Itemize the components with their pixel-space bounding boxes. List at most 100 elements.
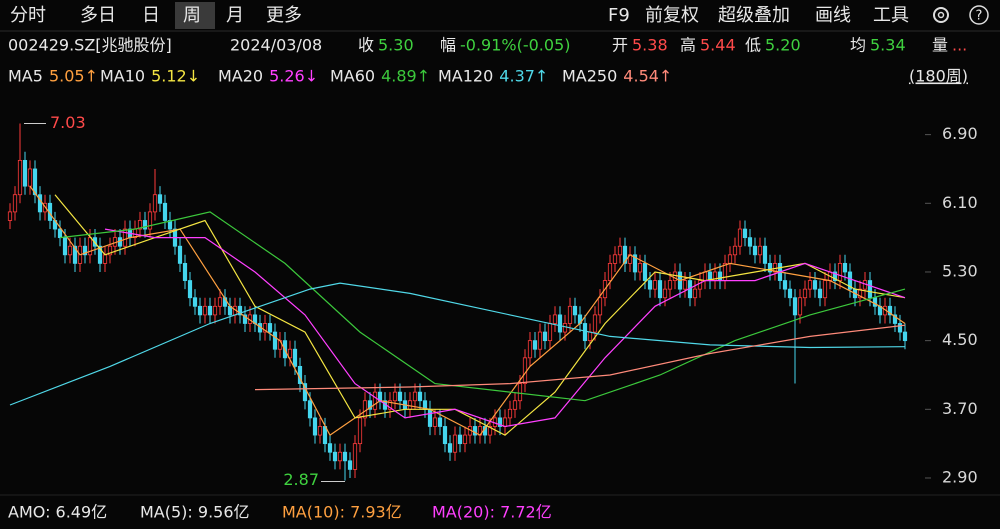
candle-body: [502, 417, 508, 427]
candle-body: [597, 297, 603, 316]
candle-body: [647, 280, 653, 290]
candle-body: [592, 314, 598, 333]
candle-body: [797, 297, 803, 316]
candle-body: [537, 331, 543, 350]
volume-stat: MA(10): 7.93亿: [282, 503, 402, 522]
y-tick-label: 6.90: [942, 124, 978, 143]
candle-body: [317, 426, 323, 436]
candle-body: [307, 400, 313, 419]
candle-body: [512, 400, 518, 410]
help-icon[interactable]: ?: [969, 5, 989, 25]
selected-tab-bg: [175, 2, 215, 29]
period-tab[interactable]: 更多: [266, 5, 302, 26]
candle-body: [152, 194, 158, 213]
period-tab[interactable]: 月: [226, 5, 244, 26]
ma-line: [59, 211, 906, 402]
candle-body: [352, 443, 358, 470]
candle-body: [652, 280, 658, 290]
candle-body: [802, 288, 808, 299]
candle-body: [97, 245, 103, 264]
quote-label: 高: [680, 36, 696, 55]
candle-body: [212, 305, 218, 316]
candle-body: [187, 280, 193, 299]
candle-body: [697, 280, 703, 290]
settings-icon[interactable]: [933, 7, 949, 23]
candle-body: [587, 331, 593, 342]
legend-name: MA10: [100, 67, 145, 86]
tool-button[interactable]: 前复权: [645, 5, 699, 26]
stock-code: 002429.SZ[兆驰股份]: [8, 36, 172, 55]
legend-value: 4.54↑: [623, 67, 672, 86]
period-tab[interactable]: 周: [183, 5, 201, 26]
candle-body: [362, 400, 368, 419]
candle-body: [487, 426, 493, 436]
quote-value: 5.30: [378, 36, 414, 55]
candle-body: [237, 305, 243, 316]
ma-line: [254, 324, 906, 391]
tool-button[interactable]: 工具: [873, 5, 909, 26]
tool-button[interactable]: 超级叠加: [718, 5, 790, 26]
y-tick-label: 5.30: [942, 261, 978, 280]
legend-name: MA120: [438, 67, 493, 86]
candle-body: [902, 331, 908, 342]
y-tick-label: 2.90: [942, 467, 978, 486]
candle-body: [552, 314, 558, 324]
candle-body: [72, 245, 78, 264]
candle-body: [742, 228, 748, 239]
candle-body: [32, 168, 38, 196]
legend-name: MA20: [218, 67, 263, 86]
period-tab[interactable]: 分时: [10, 5, 46, 26]
candle-body: [242, 314, 248, 324]
candle-body: [832, 271, 838, 281]
period-tab[interactable]: 日: [142, 5, 160, 26]
ma-line: [104, 228, 906, 428]
candle-body: [407, 400, 413, 410]
quote-value: -0.91%(-0.05): [460, 36, 570, 55]
candle-body: [82, 245, 88, 256]
tool-button[interactable]: 画线: [815, 5, 851, 26]
candle-body: [217, 297, 223, 307]
candle-body: [837, 262, 843, 281]
candle-body: [292, 348, 298, 367]
candle-body: [782, 280, 788, 290]
candle-body: [887, 305, 893, 316]
candle-body: [867, 280, 873, 299]
candle-body: [732, 245, 738, 256]
quote-value: ...: [952, 36, 967, 55]
candle-body: [332, 451, 338, 462]
candle-body: [412, 391, 418, 402]
min-label: 2.87: [283, 470, 319, 489]
candle-body: [767, 262, 773, 273]
max-label: 7.03: [50, 113, 86, 132]
range-label[interactable]: (180周): [909, 67, 968, 86]
tool-button[interactable]: F9: [608, 5, 630, 26]
period-tab[interactable]: 多日: [80, 5, 116, 26]
candle-body: [452, 434, 458, 453]
candle-body: [392, 391, 398, 402]
candle-body: [847, 271, 853, 290]
candle-body: [612, 254, 618, 264]
candle-body: [472, 426, 478, 436]
candle-body: [682, 280, 688, 290]
candle-body: [717, 271, 723, 281]
candle-body: [737, 228, 743, 247]
quote-label: 收: [358, 36, 374, 55]
candle-body: [437, 417, 443, 427]
candle-body: [812, 280, 818, 290]
ma-line: [54, 194, 906, 436]
candle-body: [197, 305, 203, 316]
legend-value: 4.89↑: [381, 67, 430, 86]
quote-value: 5.20: [765, 36, 801, 55]
legend-value: 5.12↓: [151, 67, 200, 86]
candle-body: [507, 408, 513, 419]
legend-name: MA60: [330, 67, 375, 86]
candle-body: [62, 237, 68, 256]
candle-body: [312, 417, 318, 436]
candle-body: [432, 417, 438, 427]
candle-body: [462, 434, 468, 445]
volume-stat: MA(5): 9.56亿: [140, 503, 250, 522]
candle-body: [532, 340, 538, 350]
